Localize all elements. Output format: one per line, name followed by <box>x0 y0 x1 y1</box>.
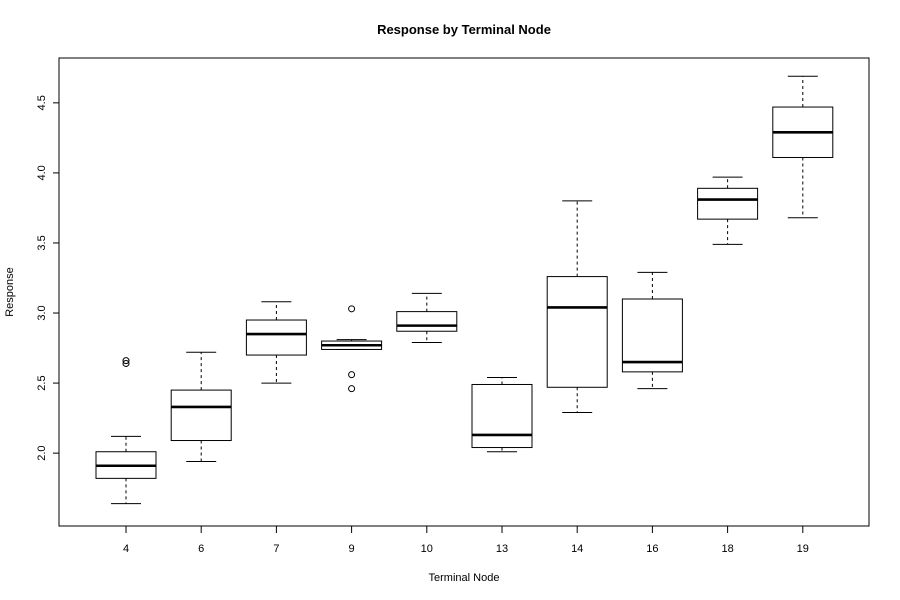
x-tick-label: 18 <box>721 543 733 555</box>
outlier-point <box>348 305 356 313</box>
x-tick-label: 7 <box>273 543 279 555</box>
y-tick-label: 4.0 <box>36 165 48 180</box>
y-axis-label: Response <box>4 267 16 317</box>
iqr-box <box>396 311 458 332</box>
outlier-point <box>348 385 356 393</box>
y-tick-label: 3.0 <box>36 305 48 320</box>
box-node-7 <box>245 301 307 384</box>
box-node-10 <box>396 292 458 343</box>
chart-title: Response by Terminal Node <box>377 22 551 37</box>
iqr-box <box>621 298 683 373</box>
box-node-13 <box>471 376 533 453</box>
iqr-box <box>170 389 232 442</box>
iqr-box <box>471 383 533 449</box>
y-tick-label: 3.5 <box>36 235 48 250</box>
box-node-4 <box>95 357 157 505</box>
iqr-box <box>245 319 307 356</box>
box-node-18 <box>697 176 759 245</box>
x-tick-label: 16 <box>646 543 658 555</box>
iqr-box <box>546 276 608 388</box>
outlier-point <box>348 371 356 379</box>
y-axis: 2.0 2.5 3.0 3.5 4.0 4.5 <box>36 95 60 461</box>
y-tick-label: 2.0 <box>36 445 48 460</box>
outlier-point <box>122 357 130 365</box>
x-tick-label: 19 <box>797 543 809 555</box>
y-tick-label: 2.5 <box>36 375 48 390</box>
plot-frame <box>58 57 870 527</box>
y-tick-label: 4.5 <box>36 95 48 110</box>
x-tick-label: 6 <box>198 543 204 555</box>
box-node-16 <box>621 271 683 390</box>
x-tick-label: 9 <box>349 543 355 555</box>
x-tick-label: 14 <box>571 543 583 555</box>
outlier-point <box>122 359 130 367</box>
iqr-box <box>697 187 759 220</box>
box-node-19 <box>772 75 834 219</box>
box-node-14 <box>546 200 608 414</box>
x-tick-label: 13 <box>496 543 508 555</box>
x-tick-label: 10 <box>421 543 433 555</box>
box-node-6 <box>170 351 232 463</box>
boxes-layer <box>95 75 834 505</box>
x-axis: 4 6 7 9 10 13 14 16 18 19 <box>123 525 809 555</box>
x-axis-label: Terminal Node <box>429 572 500 584</box>
box-node-9 <box>321 305 383 393</box>
x-tick-label: 4 <box>123 543 129 555</box>
